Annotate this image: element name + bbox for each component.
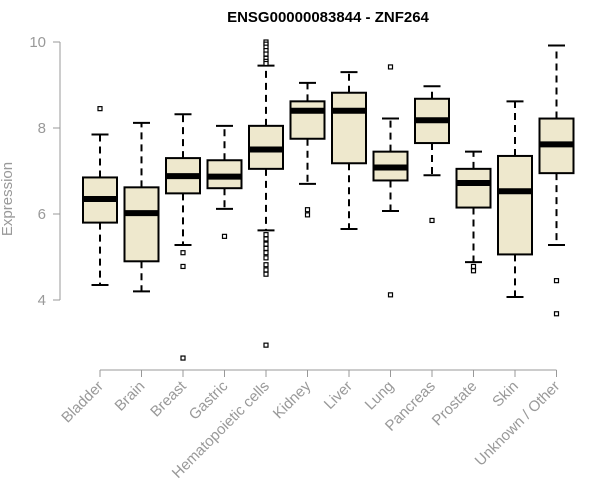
x-tick-label: Bladder — [58, 378, 107, 427]
y-tick-label: 4 — [38, 292, 46, 309]
y-axis: 4 6 8 10 — [29, 34, 61, 309]
boxes — [82, 39, 575, 361]
box-7 — [331, 71, 367, 231]
box-8 — [372, 64, 409, 298]
outlier-point — [387, 64, 394, 70]
y-tick-label: 8 — [38, 120, 46, 137]
x-tick-label: Brain — [112, 378, 149, 415]
outlier-point — [263, 51, 269, 57]
box-12 — [538, 44, 575, 317]
outlier-point — [263, 267, 269, 273]
outlier-point — [263, 241, 269, 247]
box-1 — [82, 106, 118, 286]
outlier-point — [263, 232, 269, 238]
box-11 — [497, 100, 533, 298]
box-4 — [206, 124, 243, 239]
x-tick-label: Lung — [362, 378, 398, 414]
box-iqr — [497, 154, 533, 256]
x-tick-label: Liver — [321, 378, 356, 413]
box-6 — [289, 81, 326, 218]
x-tick-label: Breast — [147, 377, 190, 420]
x-tick-label: Prostate — [429, 378, 481, 430]
x-tick-label: Skin — [489, 378, 522, 411]
box-iqr — [123, 186, 160, 263]
outlier-point — [304, 207, 311, 213]
outlier-point — [221, 233, 228, 239]
outlier-point — [553, 311, 560, 317]
outlier-point — [553, 278, 560, 284]
outlier-point — [304, 212, 311, 218]
y-tick-label: 10 — [29, 34, 46, 51]
outlier-point — [470, 263, 477, 270]
outlier-point — [263, 342, 269, 348]
outlier-point — [263, 245, 269, 251]
box-3 — [165, 113, 201, 361]
outlier-point — [429, 217, 435, 224]
box-2 — [123, 121, 160, 293]
box-5 — [248, 39, 284, 348]
outlier-point — [263, 60, 269, 67]
x-tick-label: Kidney — [270, 377, 315, 422]
y-tick-label: 6 — [38, 206, 46, 223]
outlier-point — [263, 271, 269, 277]
y-axis-label: Expression — [0, 162, 16, 236]
outlier-point — [263, 250, 269, 256]
outlier-point — [180, 250, 186, 256]
outlier-point — [470, 268, 477, 274]
outlier-point — [263, 236, 269, 242]
outlier-point — [180, 355, 186, 361]
outlier-point — [180, 263, 186, 270]
chart-title: ENSG00000083844 - ZNF264 — [227, 9, 429, 26]
outlier-point — [263, 255, 269, 261]
outlier-point — [387, 292, 394, 298]
box-iqr — [331, 91, 367, 165]
box-iqr — [455, 167, 492, 209]
box-iqr — [289, 100, 326, 140]
box-10 — [455, 150, 492, 274]
outlier-point — [263, 262, 269, 268]
box-9 — [414, 85, 450, 224]
outlier-point — [97, 106, 103, 112]
